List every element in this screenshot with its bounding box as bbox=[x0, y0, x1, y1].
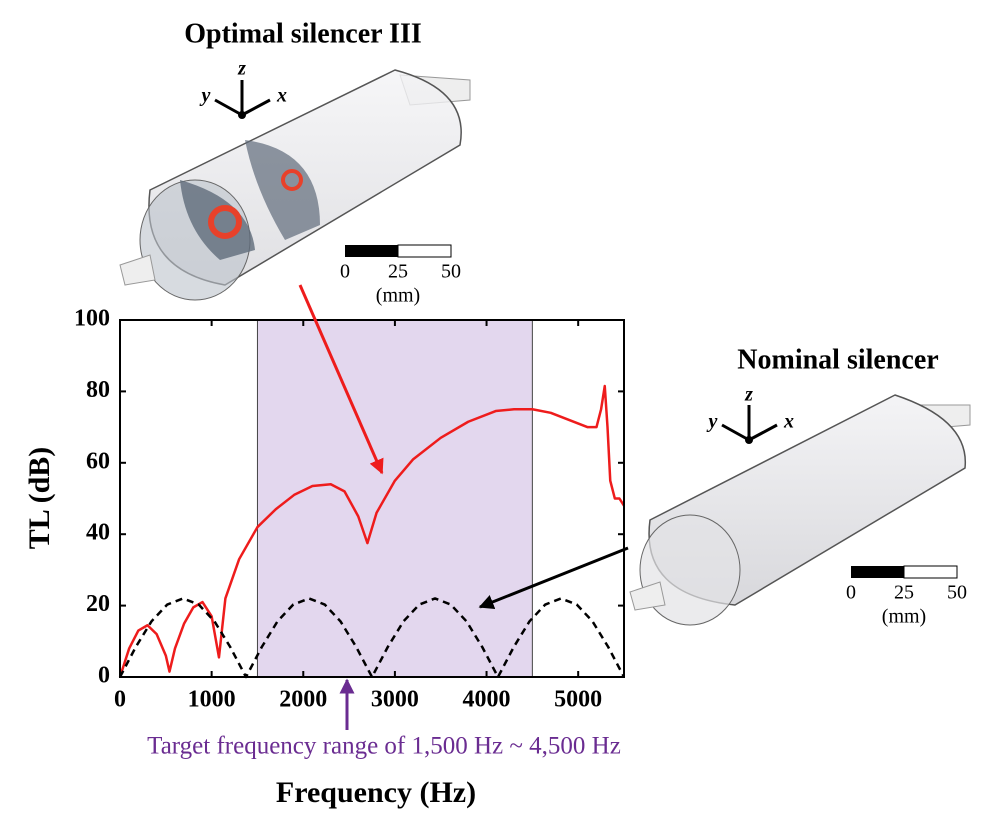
scale-label: 0 bbox=[846, 582, 856, 604]
plot-frame bbox=[119, 319, 625, 678]
x-tick-label: 1000 bbox=[188, 687, 236, 713]
x-tick-label: 3000 bbox=[371, 687, 419, 713]
scale-label: 25 bbox=[388, 261, 408, 283]
resonator bbox=[281, 169, 303, 191]
axis-origin bbox=[238, 111, 246, 119]
axis-label: x bbox=[783, 411, 794, 433]
scale-label: 0 bbox=[340, 261, 350, 283]
axis-triad bbox=[721, 405, 778, 442]
baffle bbox=[180, 180, 255, 260]
baffle bbox=[245, 140, 320, 240]
pointer-arrow bbox=[478, 546, 629, 609]
y-tick-label: 100 bbox=[74, 306, 110, 332]
axis-label: z bbox=[237, 58, 246, 80]
axis-triad bbox=[214, 80, 271, 117]
y-tick-label: 60 bbox=[86, 448, 110, 474]
x-tick-label: 5000 bbox=[554, 687, 602, 713]
silencer-illustration-1: Optimal silencer III y z x 0 25 50 (mm) bbox=[119, 18, 471, 307]
x-tick-label: 2000 bbox=[279, 687, 327, 713]
y-tick-label: 0 bbox=[98, 663, 110, 689]
y-tick-label: 40 bbox=[86, 520, 110, 546]
axis-label: y bbox=[707, 411, 718, 433]
scale-label: 50 bbox=[947, 582, 967, 604]
x-tick-label: 0 bbox=[114, 687, 126, 713]
scale-label: 50 bbox=[441, 261, 461, 283]
scale-bar bbox=[345, 245, 398, 257]
axis-label: x bbox=[276, 85, 287, 107]
axis-label: y bbox=[200, 85, 211, 107]
illustration-title: Optimal silencer III bbox=[184, 18, 421, 49]
axis-label: z bbox=[744, 384, 753, 406]
scale-label: 25 bbox=[894, 582, 914, 604]
scale-bar bbox=[397, 244, 452, 258]
scale-label: (mm) bbox=[376, 285, 420, 307]
data-line bbox=[118, 597, 626, 679]
data-line bbox=[118, 384, 626, 678]
y-tick-label: 80 bbox=[86, 377, 110, 403]
end-cap bbox=[639, 514, 741, 626]
scale-bar bbox=[903, 565, 958, 579]
target-range bbox=[256, 319, 533, 678]
y-axis-label: TL (dB) bbox=[23, 447, 56, 550]
x-axis-label: Frequency (Hz) bbox=[276, 776, 476, 809]
y-tick-label: 20 bbox=[86, 591, 110, 617]
scale-bar bbox=[851, 566, 904, 578]
pointer-arrow bbox=[298, 284, 384, 475]
annotation: Target frequency range of 1,500 Hz ~ 4,5… bbox=[147, 733, 621, 760]
pipe bbox=[119, 254, 156, 286]
x-tick-label: 4000 bbox=[463, 687, 511, 713]
axis-origin bbox=[745, 436, 753, 444]
pipe bbox=[629, 581, 666, 611]
resonator bbox=[208, 205, 242, 239]
silencer-illustration-2: Nominal silencer y z x 0 25 50 (mm) bbox=[629, 344, 971, 628]
illustration-title: Nominal silencer bbox=[737, 344, 938, 375]
scale-label: (mm) bbox=[882, 606, 926, 628]
plot: 0 1000 2000 3000 4000 5000 0 20 40 60 80 100 bbox=[74, 306, 626, 713]
